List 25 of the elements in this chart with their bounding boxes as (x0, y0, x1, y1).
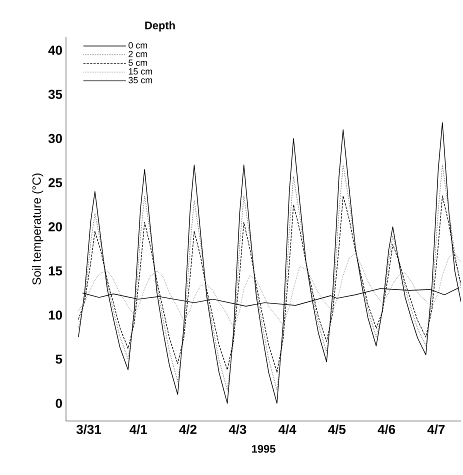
x-tick-label: 4/2 (179, 424, 197, 434)
legend-label: 0 cm (128, 42, 148, 48)
y-tick-label: 10 (48, 310, 62, 320)
x-tick-label: 4/6 (378, 424, 396, 434)
legend-label: 2 cm (128, 50, 148, 58)
x-tick-label: 4/5 (328, 424, 346, 434)
x-axis-title: 1995 (252, 445, 276, 453)
x-tick-label: 4/3 (228, 424, 246, 434)
y-tick-label: 40 (48, 46, 62, 55)
y-tick-label: 35 (48, 90, 62, 99)
y-tick-label: 25 (48, 178, 62, 188)
y-tick-label: 0 (56, 398, 62, 408)
y-tick-label: 5 (56, 354, 62, 364)
legend-label: 15 cm (128, 68, 152, 75)
legend-label: 5 cm (128, 60, 148, 66)
y-tick-label: 30 (48, 134, 62, 144)
x-tick-label: 4/4 (278, 424, 296, 434)
x-tick-label: 4/1 (130, 424, 148, 434)
legend-title: Depth (145, 21, 175, 32)
x-tick-label: 4/7 (427, 424, 445, 434)
y-axis-title: Soil temperature (°C) (32, 174, 44, 285)
legend-label: 35 cm (128, 76, 152, 84)
x-tick-label: 3/31 (76, 424, 101, 434)
y-tick-label: 15 (48, 266, 62, 276)
y-tick-label: 20 (48, 222, 62, 232)
